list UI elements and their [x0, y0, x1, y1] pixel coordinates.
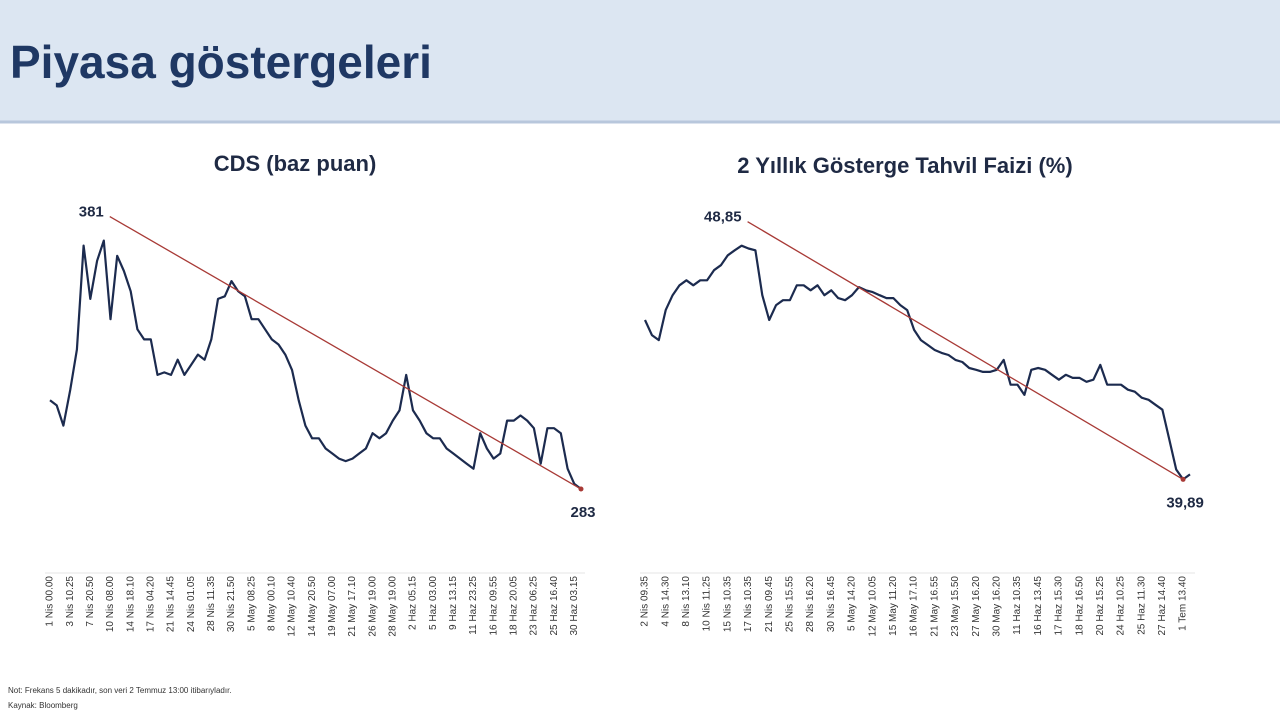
x-tick-label: 16 May 17.10 [909, 576, 920, 637]
chart-title: CDS (baz puan) [214, 151, 377, 176]
x-tick-label: 23 May 15.50 [950, 576, 961, 637]
x-tick-label: 1 Nis 00.00 [45, 576, 56, 627]
annotation: 381 [79, 204, 104, 221]
x-tick-label: 17 Nis 10.35 [743, 576, 754, 633]
chart-title: 2 Yıllık Gösterge Tahvil Faizi (%) [737, 153, 1072, 178]
x-tick-label: 20 Haz 15.25 [1095, 576, 1106, 636]
x-tick-label: 10 Nis 11.25 [702, 576, 713, 632]
footnote: Not: Frekans 5 dakikadır, son veri 2 Tem… [8, 686, 232, 695]
x-tick-label: 12 May 10.40 [287, 576, 298, 637]
annotation: 48,85 [704, 209, 742, 226]
x-tick-label: 5 Haz 03.00 [428, 576, 439, 630]
x-tick-label: 3 Nis 10.25 [65, 576, 76, 627]
x-tick-label: 18 Haz 16.50 [1074, 576, 1085, 636]
x-tick-label: 2 Nis 09.35 [640, 576, 651, 627]
x-tick-label: 14 Nis 18.10 [125, 576, 136, 633]
x-tick-label: 16 Haz 13.45 [1033, 576, 1044, 636]
x-tick-label: 21 Nis 09.45 [764, 576, 775, 633]
trend-end [578, 486, 584, 492]
x-tick-label: 28 Nis 11.35 [206, 576, 217, 632]
x-tick-label: 28 Nis 16.20 [805, 576, 816, 633]
x-tick-label: 5 May 14.20 [847, 576, 858, 631]
x-tick-label: 21 May 16.55 [929, 576, 940, 637]
source: Kaynak: Bloomberg [8, 701, 78, 710]
x-tick-label: 17 Haz 15.30 [1054, 576, 1065, 636]
x-tick-label: 30 Haz 03.15 [569, 576, 580, 636]
x-tick-label: 17 Nis 04.20 [145, 576, 156, 633]
x-tick-label: 11 Haz 23.25 [468, 576, 479, 635]
x-tick-label: 21 Nis 14.45 [166, 576, 177, 633]
x-tick-label: 26 May 19.00 [367, 576, 378, 637]
x-tick-label: 15 Nis 10.35 [722, 576, 733, 633]
x-tick-label: 24 Nis 01.05 [186, 576, 197, 633]
x-tick-label: 25 Haz 11.30 [1136, 576, 1147, 635]
annotation: 283 [570, 504, 595, 521]
x-tick-label: 30 Nis 21.50 [226, 576, 237, 633]
x-tick-label: 5 May 08.25 [246, 576, 257, 631]
x-tick-label: 2 Haz 05.15 [408, 576, 419, 630]
x-tick-label: 12 May 10.05 [867, 576, 878, 637]
slide-title: Piyasa göstergeleri [10, 36, 432, 88]
x-tick-label: 1 Tem 13.40 [1178, 576, 1189, 631]
x-tick-label: 25 Nis 15.55 [785, 576, 796, 633]
x-tick-label: 8 May 00.10 [266, 576, 277, 631]
trend-line [747, 221, 1184, 480]
x-tick-label: 30 Nis 16.45 [826, 576, 837, 633]
x-tick-label: 27 Haz 14.40 [1157, 576, 1168, 636]
x-tick-label: 9 Haz 13.15 [448, 576, 459, 630]
x-tick-label: 10 Nis 08.00 [105, 576, 116, 633]
header-band [0, 0, 1280, 122]
x-tick-label: 14 May 20.50 [307, 576, 318, 637]
x-tick-label: 18 Haz 20.05 [508, 576, 519, 636]
x-tick-label: 30 May 16.20 [991, 576, 1002, 637]
x-tick-label: 19 May 07.00 [327, 576, 338, 637]
x-tick-label: 16 Haz 09.55 [488, 576, 499, 636]
x-tick-label: 7 Nis 20.50 [85, 576, 96, 627]
data-line [49, 239, 582, 490]
x-tick-label: 23 Haz 06.25 [529, 576, 540, 636]
x-tick-label: 21 May 17.10 [347, 576, 358, 637]
x-tick-label: 24 Haz 10.25 [1116, 576, 1127, 636]
x-tick-label: 27 May 16.20 [971, 576, 982, 637]
annotation: 39,89 [1166, 494, 1204, 511]
trend-end [1180, 476, 1186, 482]
x-tick-label: 25 Haz 16.40 [549, 576, 560, 636]
data-line [643, 244, 1191, 481]
trend-line [109, 216, 582, 490]
x-tick-label: 8 Nis 13.10 [681, 576, 692, 627]
x-tick-label: 11 Haz 10.35 [1012, 576, 1023, 635]
x-tick-label: 28 May 19.00 [387, 576, 398, 637]
x-tick-label: 15 May 11.20 [888, 576, 899, 636]
x-tick-label: 4 Nis 14.30 [660, 576, 671, 627]
